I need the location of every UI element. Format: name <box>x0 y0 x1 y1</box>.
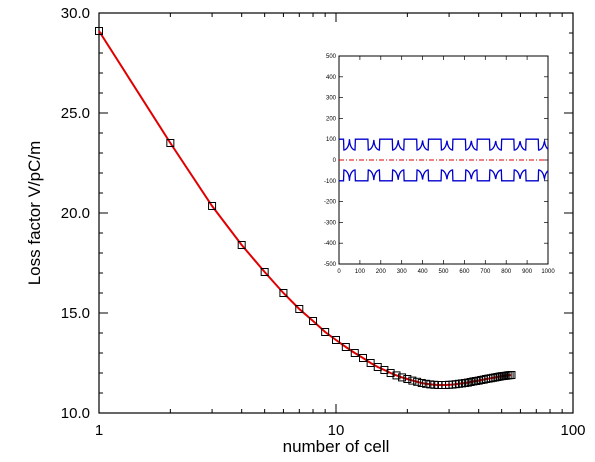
y-tick-label: 15.0 <box>61 305 90 322</box>
inset-x-tick-label: 400 <box>418 269 429 275</box>
data-point <box>166 139 175 147</box>
inset-x-tick-label: 0 <box>337 269 341 275</box>
inset-y-tick-label: 100 <box>326 137 337 143</box>
inset-x-tick-label: 1000 <box>541 269 555 275</box>
data-point <box>463 378 472 387</box>
inset-y-tick-label: -500 <box>324 262 337 268</box>
inset-x-tick-label: 600 <box>459 269 470 275</box>
data-point <box>208 202 217 210</box>
data-point <box>332 336 340 344</box>
inset-x-tick-label: 100 <box>355 269 366 275</box>
data-point <box>392 371 401 380</box>
data-point <box>279 289 288 297</box>
inset-x-tick-label: 200 <box>376 269 387 275</box>
data-point <box>237 241 246 249</box>
data-point <box>417 379 426 387</box>
x-axis-label: number of cell <box>283 437 390 456</box>
inset-y-tick-label: -400 <box>324 241 337 247</box>
inset-x-tick-label: 900 <box>522 269 533 275</box>
inset-cell-profile <box>339 169 549 182</box>
data-point <box>398 373 407 382</box>
y-axis-label: Loss factor V/pC/m <box>25 141 44 286</box>
data-point <box>426 380 435 389</box>
y-tick-label: 25.0 <box>61 105 90 122</box>
data-point <box>350 349 359 357</box>
inset-y-tick-label: 300 <box>326 96 337 102</box>
x-tick-label: 1 <box>95 422 103 439</box>
data-point <box>260 268 269 276</box>
y-tick-label: 10.0 <box>61 405 90 422</box>
inset-cell-profile <box>339 138 549 151</box>
data-point <box>403 375 412 383</box>
x-tick-label: 10 <box>328 422 345 439</box>
inset-x-tick-label: 700 <box>480 269 491 275</box>
inset-y-tick-label: -300 <box>324 220 337 226</box>
inset-x-tick-label: 500 <box>438 269 449 275</box>
main-series <box>95 27 516 389</box>
inset-y-tick-label: 0 <box>333 158 337 164</box>
data-point <box>295 305 304 313</box>
data-point <box>422 379 431 388</box>
data-point <box>466 378 475 386</box>
data-point <box>95 27 103 35</box>
data-point <box>341 343 350 351</box>
x-tick-label: 100 <box>560 422 585 439</box>
inset-plot: -500 -400 -300 -200 -100 0 100 200 300 400 500 0 100… <box>324 54 555 275</box>
inset-y-tick-label: 500 <box>326 54 337 60</box>
data-point <box>386 369 395 377</box>
main-ticks <box>98 12 573 414</box>
data-point <box>507 371 516 379</box>
data-point <box>309 317 318 325</box>
inset-y-tick-label: -100 <box>324 179 337 185</box>
y-tick-label: 20.0 <box>61 205 90 222</box>
inset-y-tick-label: 200 <box>326 116 337 122</box>
data-point <box>359 354 368 362</box>
inset-x-tick-label: 800 <box>501 269 512 275</box>
data-point <box>321 328 330 336</box>
inset-x-tick-label: 300 <box>397 269 408 275</box>
data-point <box>408 376 417 385</box>
data-point <box>413 377 422 386</box>
inset-y-tick-label: 400 <box>326 75 337 81</box>
inset-y-tick-label: -200 <box>324 200 337 206</box>
y-tick-label: 30.0 <box>61 5 90 22</box>
main-tick-labels: 10.0 15.0 20.0 25.0 30.0 1 10 100 <box>61 5 586 439</box>
